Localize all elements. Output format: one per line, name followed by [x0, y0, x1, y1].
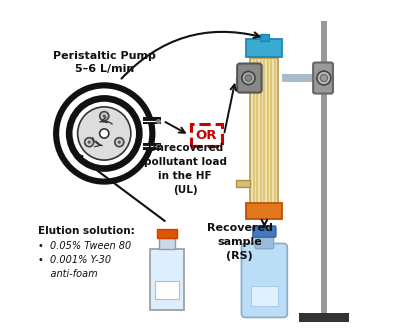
Circle shape — [84, 137, 94, 148]
FancyBboxPatch shape — [255, 234, 274, 249]
Bar — [155, 281, 179, 299]
Circle shape — [118, 141, 121, 144]
Text: •  0.05% Tween 80
•  0.001% Y-30
    anti-foam: • 0.05% Tween 80 • 0.001% Y-30 anti-foam — [38, 241, 132, 279]
Circle shape — [100, 112, 108, 121]
Circle shape — [115, 138, 124, 147]
Text: OR: OR — [196, 129, 217, 142]
Bar — [282, 74, 324, 82]
Bar — [157, 229, 177, 238]
Bar — [270, 59, 272, 203]
Bar — [260, 34, 269, 41]
Bar — [246, 203, 282, 219]
Bar — [246, 39, 282, 57]
Bar — [143, 143, 161, 150]
Bar — [236, 77, 250, 84]
Circle shape — [100, 129, 109, 138]
Bar — [143, 117, 161, 124]
Bar — [191, 124, 222, 147]
FancyBboxPatch shape — [313, 63, 333, 94]
Bar — [264, 59, 265, 203]
Bar — [267, 59, 269, 203]
Circle shape — [78, 107, 131, 160]
Bar — [256, 59, 258, 203]
Text: Peristaltic Pump
5–6 L/min: Peristaltic Pump 5–6 L/min — [53, 51, 156, 74]
Circle shape — [66, 95, 143, 172]
Bar — [236, 180, 250, 187]
Circle shape — [99, 111, 110, 122]
Bar — [274, 59, 276, 203]
Circle shape — [59, 89, 149, 178]
Bar — [253, 59, 255, 203]
Circle shape — [320, 74, 328, 82]
Circle shape — [245, 75, 252, 81]
Bar — [250, 58, 278, 204]
Circle shape — [103, 115, 106, 118]
Bar — [320, 21, 327, 318]
FancyBboxPatch shape — [237, 64, 262, 93]
Bar — [260, 59, 262, 203]
Circle shape — [114, 137, 125, 148]
Text: Unrecovered
pollutant load
in the HF
(UL): Unrecovered pollutant load in the HF (UL… — [144, 144, 227, 195]
Bar — [251, 286, 278, 305]
Text: Elution solution:: Elution solution: — [38, 226, 135, 236]
Circle shape — [72, 102, 136, 165]
Circle shape — [85, 138, 94, 147]
Text: Recovered
sample
(RS): Recovered sample (RS) — [207, 223, 272, 261]
Bar — [299, 313, 349, 322]
Circle shape — [317, 71, 331, 85]
FancyBboxPatch shape — [253, 226, 276, 237]
Circle shape — [88, 141, 91, 144]
Circle shape — [242, 72, 255, 85]
Bar — [159, 238, 175, 249]
Circle shape — [53, 82, 156, 185]
Bar — [150, 249, 184, 310]
FancyBboxPatch shape — [242, 243, 287, 317]
